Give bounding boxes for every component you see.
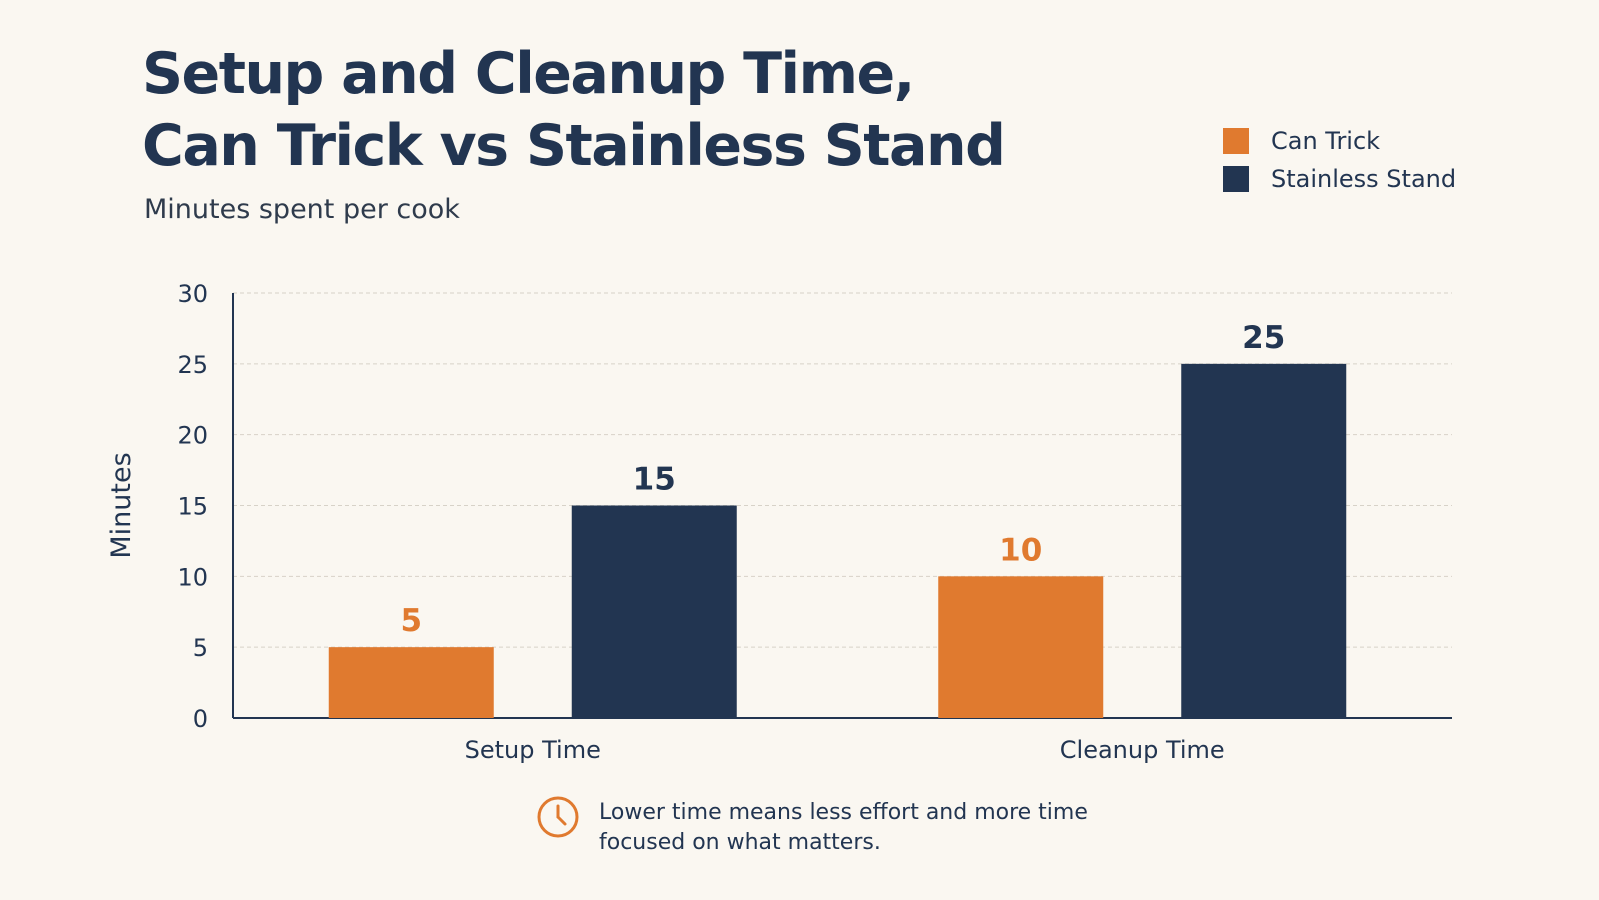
y-tick-label-0: 0 — [193, 705, 208, 733]
footnote-text: Lower time means less effort and more ti… — [599, 798, 1119, 858]
x-tick-label-setup-time: Setup Time — [465, 736, 601, 764]
bar-setup-time-can-trick — [328, 647, 494, 718]
footnote-line-2: focused on what matters. — [599, 830, 881, 855]
chart-subtitle: Minutes spent per cook — [144, 194, 460, 225]
y-tick-label-25: 25 — [177, 351, 208, 379]
y-tick-label-5: 5 — [193, 634, 208, 662]
legend-item-stainless-stand: Stainless Stand — [1223, 160, 1456, 198]
footnote-line-1: Lower time means less effort and more ti… — [599, 800, 1088, 825]
legend-item-can-trick: Can Trick — [1223, 122, 1456, 160]
legend: Can Trick Stainless Stand — [1223, 122, 1456, 198]
bar-setup-time-stainless-stand — [571, 505, 737, 718]
chart-title: Setup and Cleanup Time, Can Trick vs Sta… — [142, 38, 1006, 182]
y-tick-label-20: 20 — [177, 422, 208, 450]
data-label-cleanup-time-stainless-stand: 25 — [1242, 320, 1285, 356]
y-tick-label-10: 10 — [177, 563, 208, 591]
data-label-setup-time-stainless-stand: 15 — [633, 462, 676, 498]
legend-swatch-stainless-stand — [1223, 166, 1249, 192]
y-axis-label: Minutes — [106, 452, 137, 558]
bar-cleanup-time-can-trick — [938, 576, 1104, 718]
legend-label-stainless-stand: Stainless Stand — [1271, 165, 1457, 193]
x-tick-label-cleanup-time: Cleanup Time — [1060, 736, 1225, 764]
footnote: Lower time means less effort and more ti… — [535, 796, 1119, 858]
chart-title-line-1: Setup and Cleanup Time, — [142, 41, 915, 107]
y-tick-label-15: 15 — [177, 493, 208, 521]
data-label-cleanup-time-can-trick: 10 — [999, 532, 1042, 568]
bar-cleanup-time-stainless-stand — [1181, 363, 1347, 718]
legend-label-can-trick: Can Trick — [1271, 127, 1381, 155]
chart-title-line-2: Can Trick vs Stainless Stand — [142, 113, 1006, 179]
clock-icon — [537, 796, 579, 838]
data-label-setup-time-can-trick: 5 — [400, 603, 422, 639]
legend-swatch-can-trick — [1223, 128, 1249, 154]
y-tick-label-30: 30 — [177, 280, 208, 308]
